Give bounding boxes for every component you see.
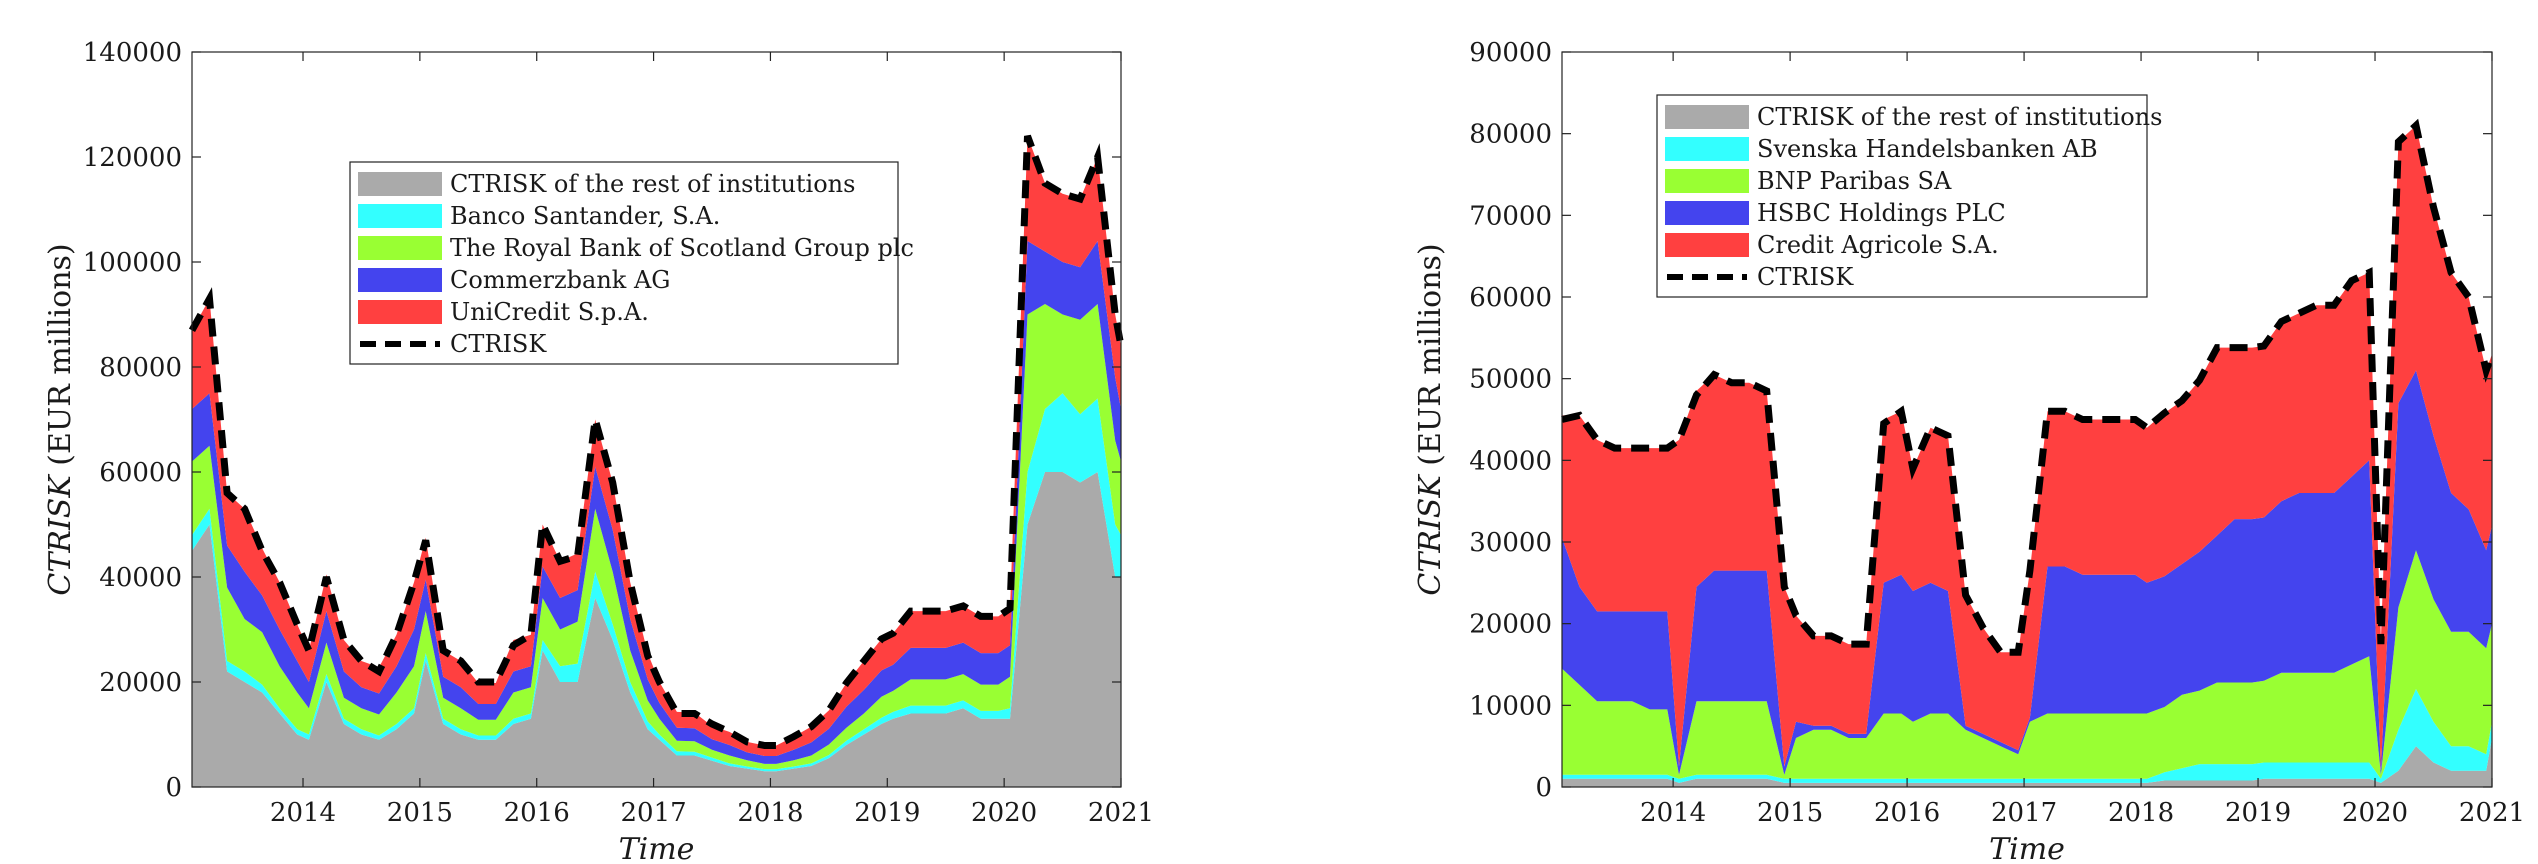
- y-axis-label-unit: (EUR millions): [43, 243, 78, 475]
- x-axis-label: Time: [619, 832, 695, 864]
- chart-right: 0 10000 20000 30000 40000 50000 60000 70000 8000…: [1413, 38, 2525, 864]
- legend-swatch-2: [358, 236, 442, 260]
- y-tick-label: 60000: [1469, 283, 1552, 313]
- y-tick-label: 140000: [83, 38, 182, 68]
- legend-label-5: CTRISK: [1757, 263, 1854, 291]
- legend-label-0: CTRISK of the rest of institutions: [450, 170, 855, 198]
- x-tick-label: 2020: [2342, 798, 2408, 828]
- x-tick-label: 2017: [620, 798, 686, 828]
- legend-label-2: The Royal Bank of Scotland Group plc: [450, 234, 914, 262]
- y-tick-label: 0: [1535, 773, 1552, 803]
- legend-label-5: CTRISK: [450, 330, 547, 358]
- x-tick-label: 2017: [1991, 798, 2057, 828]
- legend-label-0: CTRISK of the rest of institutions: [1757, 103, 2162, 131]
- chart-left: 0 20000 40000 60000 80000 100000 120000 140000 2…: [43, 38, 1154, 864]
- x-tick-label: 2020: [971, 798, 1037, 828]
- x-tick-label: 2015: [1757, 798, 1823, 828]
- legend-swatch-4: [358, 300, 442, 324]
- x-tick-label: 2021: [2459, 798, 2525, 828]
- x-axis-label: Time: [1989, 832, 2065, 864]
- legend-label-4: UniCredit S.p.A.: [450, 298, 649, 326]
- legend-label-3: Commerzbank AG: [450, 266, 670, 294]
- y-tick-label: 0: [165, 773, 182, 803]
- x-tick-label: 2019: [854, 798, 920, 828]
- y-tick-label: 30000: [1469, 528, 1552, 558]
- y-axis-label-italic: CTRISK: [43, 474, 78, 596]
- y-tick-label: 40000: [1469, 446, 1552, 476]
- legend-label-1: Svenska Handelsbanken AB: [1757, 135, 2098, 163]
- x-tick-label: 2021: [1088, 798, 1154, 828]
- y-tick-label: 120000: [83, 143, 182, 173]
- x-tick-label: 2016: [504, 798, 570, 828]
- y-axis-label-unit: (EUR millions): [1413, 243, 1448, 475]
- y-tick-label: 80000: [99, 353, 182, 383]
- y-tick-label: 60000: [99, 458, 182, 488]
- legend-label-3: HSBC Holdings PLC: [1757, 199, 2006, 227]
- legend-swatch-1: [1665, 137, 1749, 161]
- x-tick-label: 2014: [270, 798, 336, 828]
- legend-swatch-1: [358, 204, 442, 228]
- y-tick-label: 70000: [1469, 201, 1552, 231]
- legend-label-1: Banco Santander, S.A.: [450, 202, 720, 230]
- y-tick-label: 10000: [1469, 691, 1552, 721]
- legend-label-2: BNP Paribas SA: [1757, 167, 1952, 195]
- legend-swatch-2: [1665, 169, 1749, 193]
- legend-swatch-0: [358, 172, 442, 196]
- x-tick-label: 2019: [2225, 798, 2291, 828]
- x-tick-label: 2018: [2108, 798, 2174, 828]
- x-tick-label: 2015: [387, 798, 453, 828]
- y-tick-label: 90000: [1469, 38, 1552, 68]
- x-tick-label: 2016: [1874, 798, 1940, 828]
- x-tick-label: 2014: [1640, 798, 1706, 828]
- y-tick-label: 20000: [1469, 610, 1552, 640]
- y-axis-label: CTRISK (EUR millions): [1413, 243, 1448, 595]
- legend-swatch-0: [1665, 105, 1749, 129]
- legend-swatch-4: [1665, 233, 1749, 257]
- y-tick-label: 50000: [1469, 365, 1552, 395]
- x-tick-label: 2018: [737, 798, 803, 828]
- y-tick-label: 20000: [99, 668, 182, 698]
- legend-swatch-3: [358, 268, 442, 292]
- y-tick-label: 40000: [99, 563, 182, 593]
- legend-swatch-3: [1665, 201, 1749, 225]
- y-tick-label: 100000: [83, 248, 182, 278]
- y-tick-label: 80000: [1469, 120, 1552, 150]
- legend-label-4: Credit Agricole S.A.: [1757, 231, 1999, 259]
- y-axis-label: CTRISK (EUR millions): [43, 243, 78, 595]
- y-axis-label-italic: CTRISK: [1413, 474, 1448, 596]
